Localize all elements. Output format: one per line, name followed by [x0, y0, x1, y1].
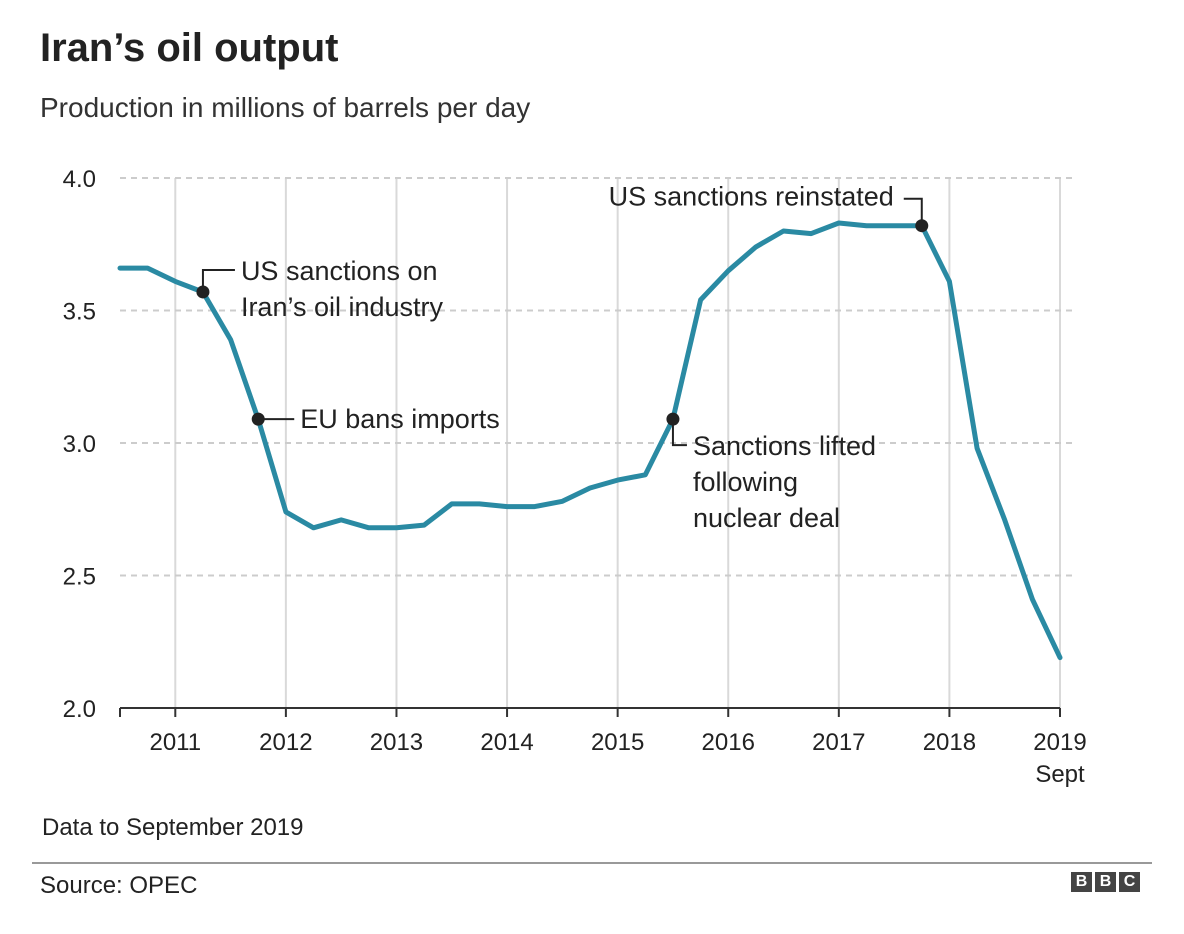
y-tick-label-3.5: 3.5: [63, 299, 96, 326]
annotation-label-3-line-2: following: [693, 467, 798, 497]
logo-block-b2: B: [1095, 872, 1116, 892]
chart-subtitle: Production in millions of barrels per da…: [40, 92, 531, 123]
annotation-label-1-line-1: US sanctions on: [241, 256, 438, 286]
annotation-marker-3: [666, 412, 680, 426]
x-tick-label-2019: 2019: [1033, 729, 1086, 756]
logo-block-c: C: [1119, 872, 1140, 892]
x-tick-label-2018: 2018: [923, 729, 976, 756]
chart-title: Iran’s oil output: [40, 26, 339, 70]
annotation-leader-1: [201, 268, 235, 292]
annotation-marker-2: [251, 412, 265, 426]
footer-divider: [32, 862, 1152, 864]
annotation-leader-3: [671, 419, 687, 447]
x-tick-label-2011: 2011: [149, 729, 201, 756]
series-line: [117, 220, 1063, 661]
x-tick-sublabel: Sept: [1035, 761, 1085, 788]
line-chart: 2.0 2.5 3.0 3.5 4.0 2011 2012 2013 2014 2015 2016 2…: [63, 166, 1087, 788]
annotation-label-1-line-2: Iran’s oil industry: [241, 292, 444, 322]
x-tick-label-2013: 2013: [370, 729, 423, 756]
annotation-label-3-line-1: Sanctions lifted: [693, 431, 876, 461]
bbc-logo: B B C: [1071, 872, 1140, 892]
y-tick-label-2.5: 2.5: [63, 564, 96, 591]
x-tick-label-2016: 2016: [702, 729, 755, 756]
annotation-leader-4: [903, 197, 923, 226]
x-tick-label-2012: 2012: [259, 729, 312, 756]
annotation-label-3-line-3: nuclear deal: [693, 503, 840, 533]
annotation-label-2-line-1: EU bans imports: [300, 404, 500, 434]
data-footnote: Data to September 2019: [42, 814, 304, 841]
x-tick-label-2014: 2014: [480, 729, 533, 756]
x-tick-label-2017: 2017: [812, 729, 865, 756]
annotation-marker-1: [196, 285, 210, 299]
annotation-label-4-line-1: US sanctions reinstated: [609, 182, 894, 212]
y-tick-label-4.0: 4.0: [63, 166, 96, 193]
y-tick-label-3.0: 3.0: [63, 431, 96, 458]
x-tick-label-2015: 2015: [591, 729, 644, 756]
logo-block-b1: B: [1071, 872, 1092, 892]
annotation-marker-4: [915, 219, 929, 233]
y-tick-label-2.0: 2.0: [63, 696, 96, 723]
source-note: Source: OPEC: [40, 872, 198, 899]
